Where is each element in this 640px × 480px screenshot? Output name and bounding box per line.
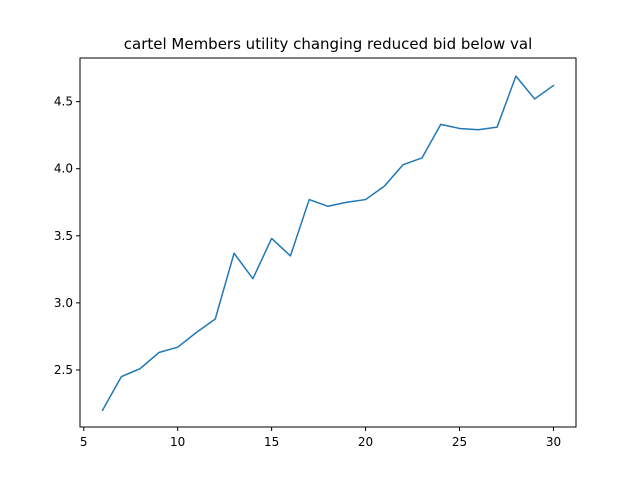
x-tick-label: 30 bbox=[546, 435, 561, 449]
y-tick-label: 2.5 bbox=[54, 363, 73, 377]
x-tick-label: 10 bbox=[170, 435, 185, 449]
y-tick-label: 4.0 bbox=[54, 162, 73, 176]
x-tick-label: 25 bbox=[452, 435, 467, 449]
axes-frame bbox=[79, 57, 577, 428]
series-line bbox=[101, 75, 555, 412]
chart-title: cartel Members utility changing reduced … bbox=[124, 35, 533, 53]
y-tick-label: 3.5 bbox=[54, 229, 73, 243]
x-tick-label: 5 bbox=[80, 435, 88, 449]
x-tick-label: 20 bbox=[358, 435, 373, 449]
axis-ticks: 5 10 15 20 25 30 2.5 3.0 3.5 4.0 4.5 bbox=[54, 95, 561, 449]
y-tick-label: 3.0 bbox=[54, 296, 73, 310]
y-tick-label: 4.5 bbox=[54, 95, 73, 109]
x-tick-label: 15 bbox=[264, 435, 279, 449]
plot-area bbox=[101, 75, 555, 412]
